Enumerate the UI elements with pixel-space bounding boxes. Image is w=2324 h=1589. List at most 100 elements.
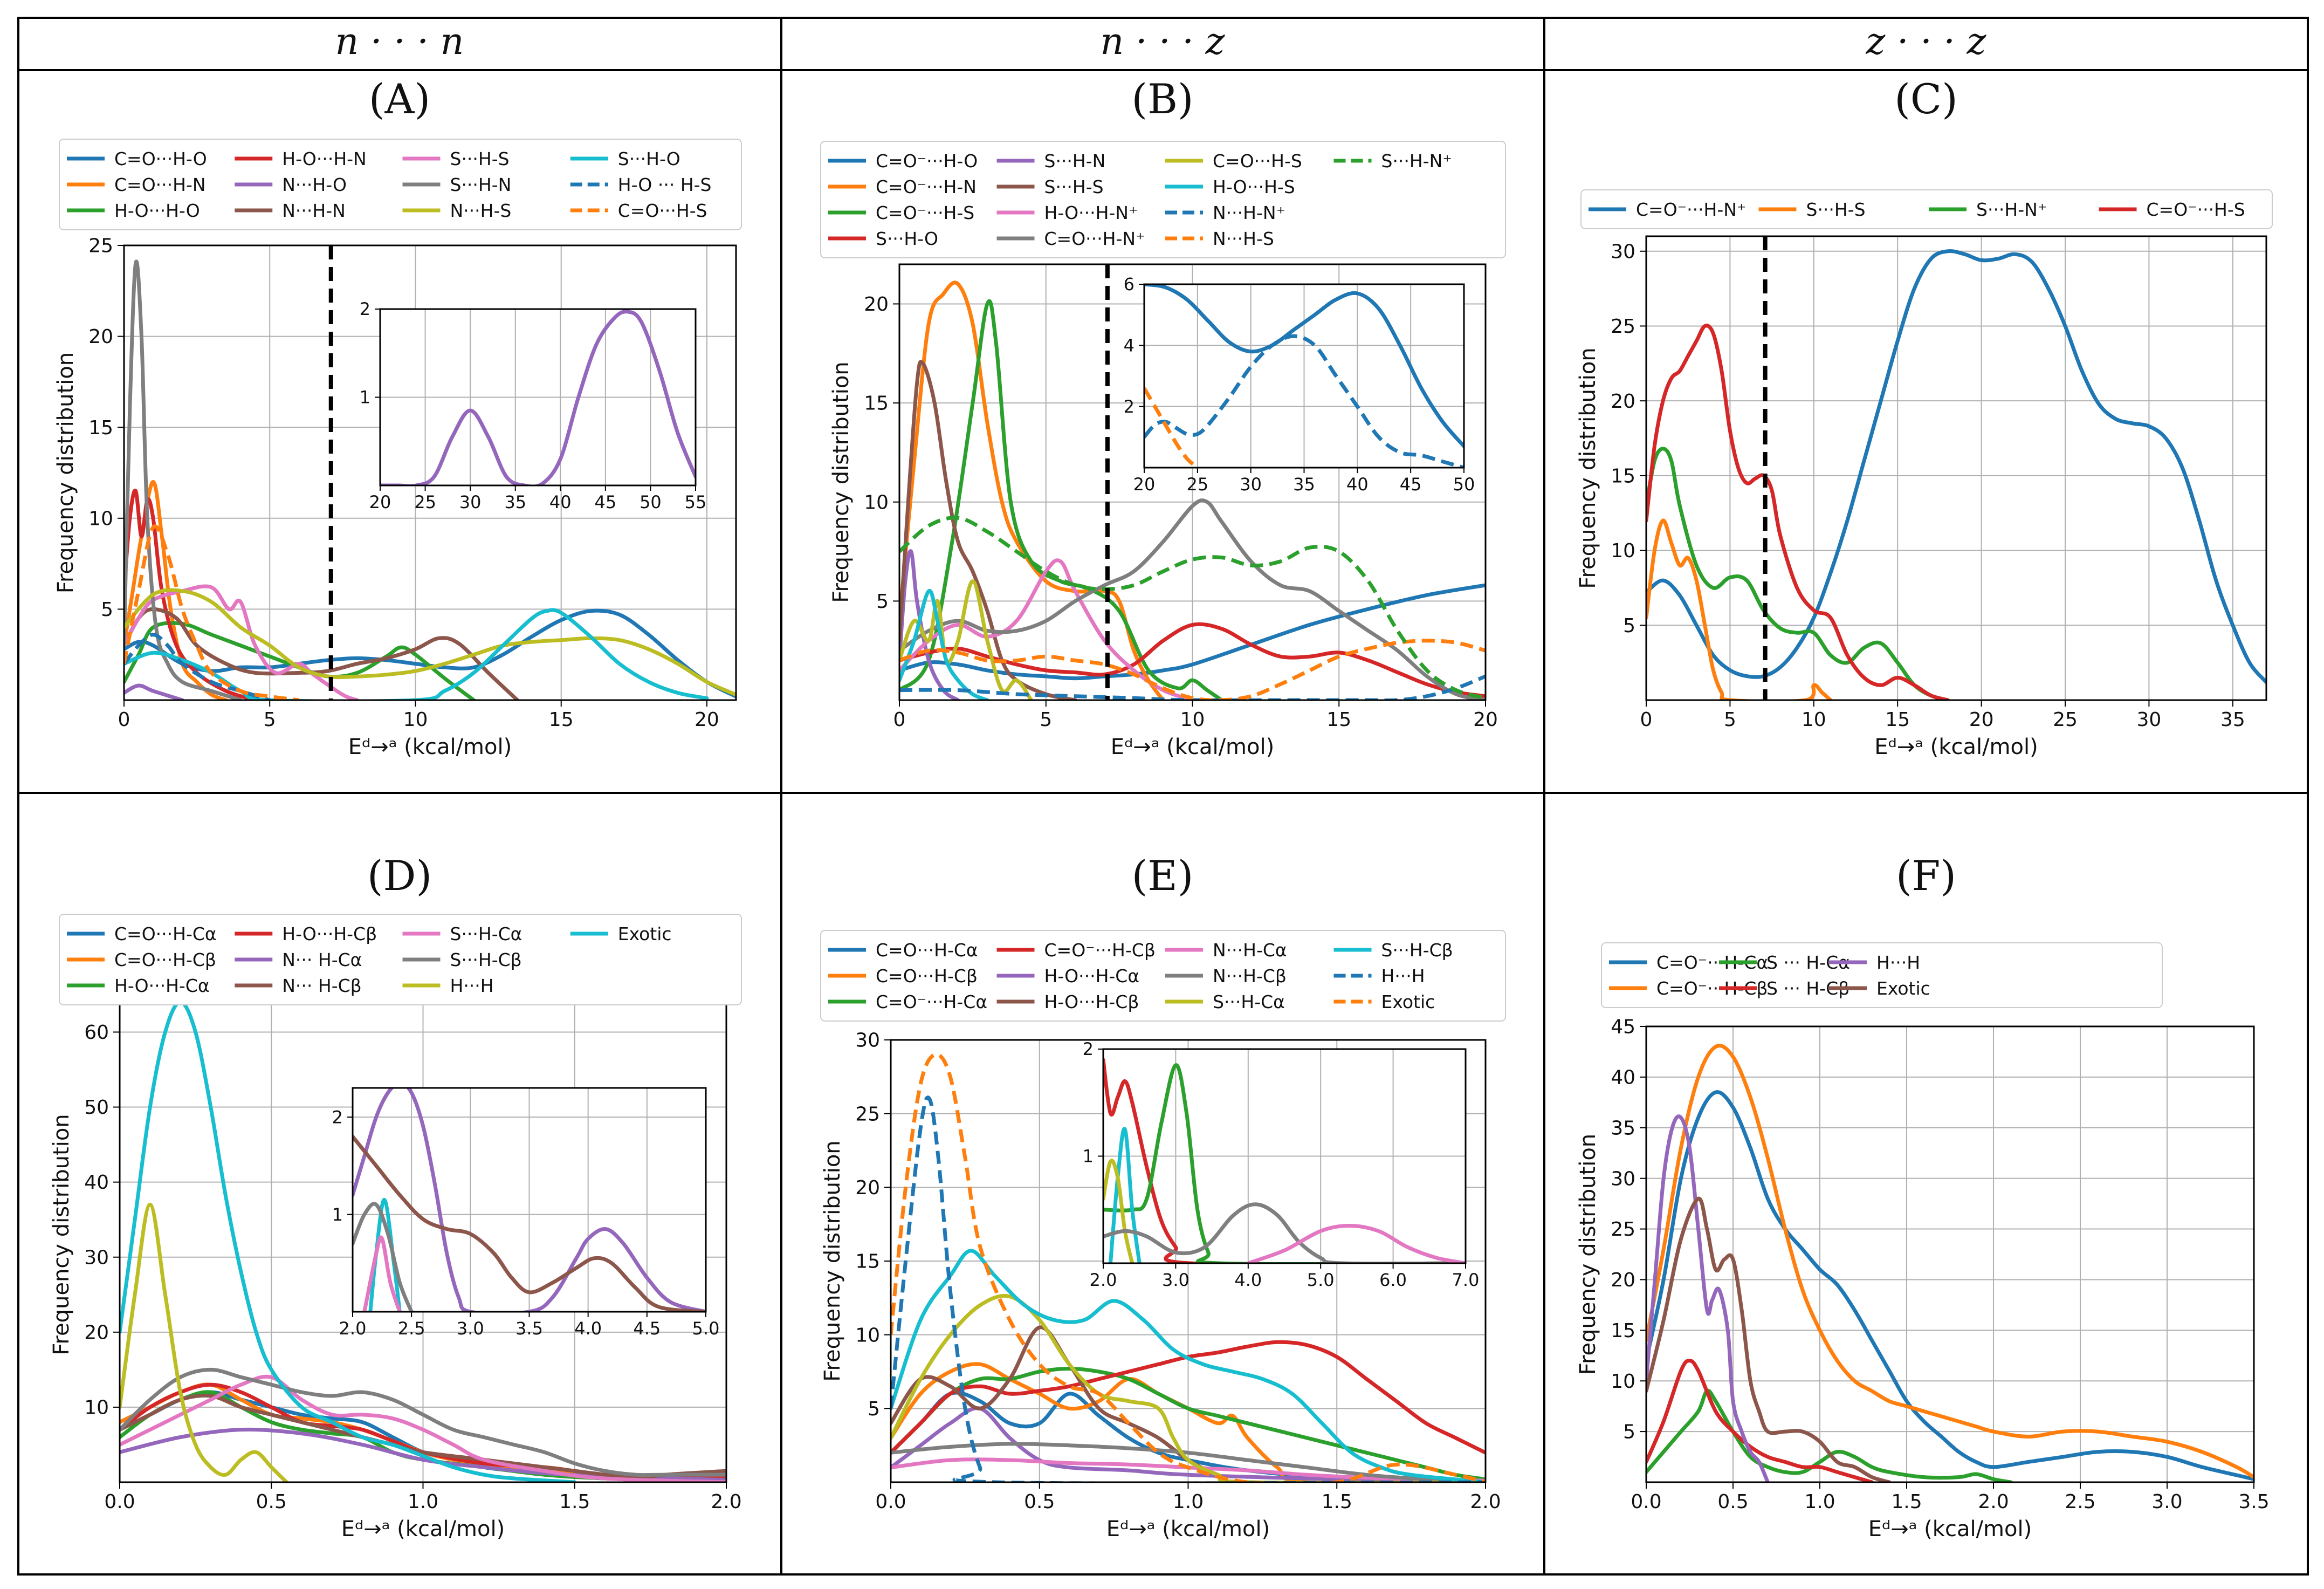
legend-label: S···H-Cβ bbox=[1381, 940, 1453, 961]
panel-a-axes-xtick-label: 5 bbox=[264, 709, 276, 731]
legend-label: N···H-S bbox=[450, 200, 512, 221]
series-c-o-h-c bbox=[1646, 1044, 2254, 1480]
legend-entry-h-o-h-s: H-O···H-S bbox=[1165, 176, 1295, 197]
panel-b-legend: C=O⁻···H-O C=O⁻···H-N C=O⁻···H-S S···H-O S··… bbox=[820, 141, 1506, 258]
legend-label: C=O···H-S bbox=[618, 200, 707, 221]
series-n-h-s bbox=[899, 639, 1486, 700]
series-s-h-n bbox=[124, 259, 243, 700]
legend-label: H-O···H-Cβ bbox=[1044, 991, 1139, 1012]
legend-entry-n-h-c: N··· H-Cβ bbox=[235, 975, 362, 996]
legend-entry-c-o-h-s: C=O⁻···H-S bbox=[828, 202, 974, 223]
panel-d-axes-ytick-label: 50 bbox=[84, 1097, 109, 1119]
panel-f-axes-ytick-label: 20 bbox=[1611, 1269, 1635, 1291]
legend-entry-n-h-s: N···H-S bbox=[1165, 228, 1274, 249]
series-s-h-o bbox=[899, 622, 1486, 698]
panel-a-axes-ytick-label: 10 bbox=[88, 508, 113, 530]
legend-entry-h-o-h-s: H-O ··· H-S bbox=[570, 174, 712, 195]
series-s-h-n bbox=[1646, 447, 1950, 700]
panel-b-axes-xtick-label: 10 bbox=[1180, 709, 1205, 731]
panel-b-inset-axes-xtick-label: 40 bbox=[1346, 474, 1369, 495]
panel-f-ylabel: Frequency distribution bbox=[1576, 1134, 1600, 1375]
panel-f-axes-ytick-label: 30 bbox=[1611, 1168, 1635, 1190]
legend-entry-c-o-h-c: C=O···H-Cα bbox=[67, 923, 217, 944]
panel-e-axes-ytick-label: 20 bbox=[855, 1177, 880, 1199]
panel-f-axes-xtick-label: 2.5 bbox=[2065, 1491, 2095, 1513]
panel-c-axes-ytick-label: 15 bbox=[1611, 465, 1635, 487]
legend-entry-h-o-h-n: H-O···H-N⁺ bbox=[996, 202, 1138, 223]
panel-d-inset-axes-xtick-label: 4.0 bbox=[574, 1318, 602, 1339]
legend-entry-s-h-s: S···H-S bbox=[402, 148, 510, 169]
series-h-o-h-c bbox=[891, 1406, 1486, 1482]
legend-label: C=O⁻···H-Cβ bbox=[1044, 940, 1156, 961]
panel-f-axes-ytick-label: 25 bbox=[1611, 1218, 1635, 1241]
panel-a-inset: 20 25 30 35 40 45 50 55 1 2 bbox=[360, 299, 707, 512]
panel-b-inset-axes-xtick-label: 35 bbox=[1293, 474, 1315, 495]
legend-entry-c-o-h-o: C=O···H-O bbox=[67, 148, 207, 169]
series-c-o-h-n bbox=[1646, 249, 2266, 684]
panel-f-axes-background bbox=[1646, 1026, 2254, 1482]
legend-entry-h-h: H···H bbox=[1829, 952, 1920, 973]
legend-label: Exotic bbox=[618, 923, 672, 944]
panel-d-legend-frame bbox=[59, 914, 742, 1005]
legend-entry-n-h-c: N···H-Cβ bbox=[1165, 965, 1287, 987]
panel-e-axes-xtick-label: 1.0 bbox=[1173, 1491, 1204, 1513]
legend-entry-s-h-n: S···H-N⁺ bbox=[1929, 199, 2047, 220]
panel-a-axes-xtick-label: 10 bbox=[403, 709, 428, 731]
panel-e-inset: 2.0 3.0 4.0 5.0 6.0 7.0 1 2 bbox=[1083, 1039, 1480, 1290]
panel-c-legend-frame bbox=[1580, 189, 2273, 229]
series-n-h-c-inset bbox=[1246, 1224, 1466, 1263]
legend-label: H···H bbox=[1381, 965, 1425, 987]
panel-f-axes-xtick-label: 1.5 bbox=[1891, 1491, 1922, 1513]
panel-d-inset-axes-xtick-label: 3.5 bbox=[515, 1318, 543, 1339]
panel-d-axes-ytick-label: 60 bbox=[84, 1022, 109, 1044]
legend-label: H-O···H-Cβ bbox=[282, 923, 377, 944]
panel-e-axes-ytick-label: 25 bbox=[855, 1103, 880, 1125]
legend-label: H-O···H-O bbox=[114, 200, 200, 221]
panel-f-axes-ytick-label: 40 bbox=[1611, 1066, 1635, 1088]
legend-label: N··· H-Cβ bbox=[282, 975, 361, 996]
panel-f-legend: C=O⁻···H-CαC=O⁻···H-CβS ··· H-CαS ··· H-… bbox=[1601, 942, 2163, 1008]
panel-a-inset-series-group bbox=[380, 310, 696, 485]
series-s-h-c bbox=[120, 1367, 726, 1477]
panel-b: (B) 0 5 10 15 20 5 10 15 20 Eᵈ→ᵃ (kcal/mol) Frequen… bbox=[820, 75, 1506, 759]
legend-label: H-O···H-N bbox=[282, 148, 367, 169]
panel-a-axes-ytick-label: 5 bbox=[101, 599, 113, 621]
legend-label: N··· H-Cα bbox=[282, 949, 362, 970]
panel-d-inset-series-group bbox=[353, 1088, 706, 1312]
legend-label: C=O⁻···H-S bbox=[876, 202, 974, 223]
panel-e-inset-frame bbox=[1102, 1048, 1467, 1264]
panel-a-inset-axes-xtick-label: 30 bbox=[459, 492, 482, 512]
legend-label: H-O ··· H-S bbox=[618, 174, 712, 195]
panel-e-axes-xtick-label: 2.0 bbox=[1470, 1491, 1501, 1513]
series-c-o-h-n bbox=[899, 280, 1165, 700]
panel-e-inset-axes-ytick-label: 2 bbox=[1083, 1039, 1094, 1059]
panel-c-axes-xtick-label: 10 bbox=[1802, 709, 1826, 731]
legend-label: S···H-N bbox=[1044, 150, 1106, 172]
panel-d-axes-xtick-label: 0.0 bbox=[104, 1491, 135, 1513]
legend-entry-c-o-h-c: C=O⁻···H-Cβ bbox=[996, 940, 1156, 961]
panel-a-axes-ytick-label: 15 bbox=[88, 417, 113, 439]
panel-d-inset: 2.0 2.5 3.0 3.5 4.0 4.5 5.0 1 2 bbox=[332, 1087, 719, 1339]
panel-f-axes-xtick-label: 2.0 bbox=[1978, 1491, 2009, 1513]
panel-f-axes-ytick-label: 10 bbox=[1611, 1371, 1635, 1393]
panel-d-inset-axes-xtick-label: 2.5 bbox=[398, 1318, 425, 1339]
panel-a: (A) 0 5 10 15 20 5 10 15 20 25 Eᵈ→ᵃ (kcal/mol) Frequ… bbox=[53, 75, 742, 759]
legend-entry-c-o-h-o: C=O⁻···H-O bbox=[828, 150, 978, 172]
panel-e-axes-ytick-label: 5 bbox=[868, 1398, 880, 1420]
panel-c-axes-xtick-label: 30 bbox=[2137, 709, 2162, 731]
panel-c-title: (C) bbox=[1894, 75, 1957, 123]
panel-c-axes-xtick-label: 35 bbox=[2220, 709, 2245, 731]
series-s-h-s bbox=[1646, 518, 1833, 700]
panel-e-axes-xtick-label: 1.5 bbox=[1322, 1491, 1352, 1513]
legend-label: C=O···H-Cβ bbox=[876, 965, 978, 987]
series-h-o-h-n bbox=[899, 558, 1194, 700]
panel-c-axes-xtick-label: 5 bbox=[1724, 709, 1736, 731]
legend-entry-n-h-n: N···H-N bbox=[235, 200, 346, 221]
panel-f-axes-xtick-label: 3.0 bbox=[2151, 1491, 2182, 1513]
legend-label: C=O···H-Cα bbox=[876, 940, 978, 961]
series-c-o-h-c-inset bbox=[1103, 1063, 1466, 1263]
series-c-o-h-o-inset bbox=[1144, 284, 1464, 448]
series-exotic-inset bbox=[368, 1197, 402, 1312]
